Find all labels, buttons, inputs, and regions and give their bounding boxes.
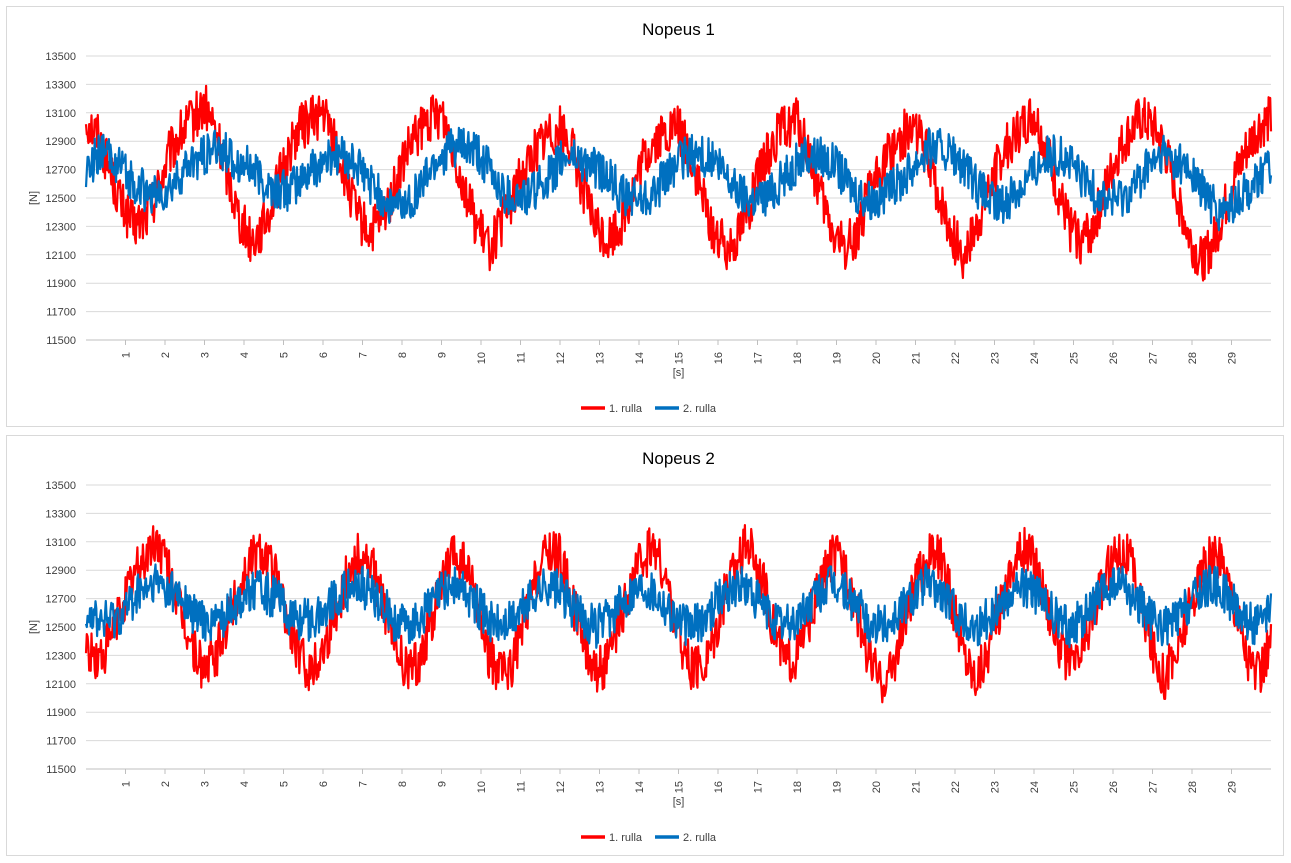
y-tick-label: 13500 — [45, 51, 76, 63]
chart-nopeus-2: Nopeus 211500117001190012100123001250012… — [28, 449, 1273, 844]
x-tick-label: 28 — [1187, 352, 1199, 364]
legend-label-2: 2. rulla — [683, 832, 717, 844]
y-tick-label: 11900 — [46, 278, 76, 290]
legend-label-2: 2. rulla — [683, 403, 717, 415]
x-tick-label: 16 — [713, 781, 725, 793]
x-tick-label: 29 — [1227, 781, 1239, 793]
x-tick-label: 27 — [1148, 352, 1160, 364]
y-tick-label: 12100 — [45, 679, 76, 691]
x-tick-label: 26 — [1108, 352, 1120, 364]
x-tick-label: 8 — [397, 781, 409, 787]
x-tick-label: 9 — [437, 352, 449, 358]
x-tick-label: 22 — [950, 781, 962, 793]
x-tick-label: 17 — [753, 352, 765, 364]
x-tick-label: 25 — [1069, 352, 1081, 364]
y-tick-label: 13100 — [45, 108, 76, 120]
y-tick-label: 12500 — [45, 193, 76, 205]
x-tick-label: 7 — [358, 781, 370, 787]
x-tick-label: 1 — [121, 781, 133, 787]
x-tick-label: 29 — [1227, 352, 1239, 364]
x-tick-label: 8 — [397, 352, 409, 358]
series-line-2 — [84, 563, 1273, 649]
x-tick-label: 20 — [871, 352, 883, 364]
y-tick-label: 12900 — [45, 136, 76, 148]
series-line-2 — [84, 126, 1273, 232]
x-tick-label: 3 — [200, 781, 212, 787]
x-tick-label: 21 — [911, 352, 923, 364]
y-tick-label: 13500 — [45, 480, 76, 492]
x-tick-label: 14 — [634, 781, 646, 793]
x-tick-label: 12 — [555, 352, 567, 364]
x-tick-label: 6 — [318, 352, 330, 358]
x-tick-label: 15 — [674, 352, 686, 364]
x-tick-label: 24 — [1029, 781, 1041, 793]
y-tick-label: 11900 — [46, 707, 76, 719]
y-tick-label: 13300 — [45, 508, 76, 520]
x-tick-label: 11 — [516, 781, 528, 792]
x-tick-label: 4 — [239, 352, 251, 358]
x-tick-label: 12 — [555, 781, 567, 793]
y-tick-label: 12100 — [45, 250, 76, 262]
series-line-1 — [84, 84, 1273, 282]
x-tick-label: 23 — [990, 781, 1002, 793]
x-tick-label: 15 — [674, 781, 686, 793]
y-tick-label: 12700 — [45, 165, 76, 177]
y-tick-label: 12500 — [45, 622, 76, 634]
y-axis-label: [N] — [28, 620, 40, 634]
x-tick-label: 24 — [1029, 352, 1041, 364]
x-tick-label: 27 — [1148, 781, 1160, 793]
y-tick-label: 11500 — [46, 335, 76, 347]
x-tick-label: 4 — [239, 781, 251, 787]
x-tick-label: 17 — [753, 781, 765, 793]
x-tick-label: 28 — [1187, 781, 1199, 793]
x-tick-label: 22 — [950, 352, 962, 364]
x-tick-label: 10 — [476, 781, 488, 793]
y-tick-label: 12700 — [45, 594, 76, 606]
x-tick-label: 3 — [200, 352, 212, 358]
chart-title: Nopeus 2 — [642, 449, 715, 468]
x-tick-label: 19 — [832, 352, 844, 364]
x-tick-label: 21 — [911, 781, 923, 793]
x-tick-label: 23 — [990, 352, 1002, 364]
x-tick-label: 5 — [279, 781, 291, 787]
x-tick-label: 2 — [160, 781, 172, 787]
chart-nopeus-1: Nopeus 111500117001190012100123001250012… — [28, 20, 1273, 415]
x-tick-label: 13 — [595, 781, 607, 793]
x-tick-label: 18 — [792, 352, 804, 364]
x-tick-label: 13 — [595, 352, 607, 364]
x-axis-label: [s] — [673, 367, 685, 379]
y-tick-label: 11700 — [46, 307, 76, 319]
x-tick-label: 18 — [792, 781, 804, 793]
y-tick-label: 12900 — [45, 565, 76, 577]
x-tick-label: 16 — [713, 352, 725, 364]
x-tick-label: 20 — [871, 781, 883, 793]
y-tick-label: 13100 — [45, 537, 76, 549]
x-tick-label: 11 — [516, 352, 528, 363]
x-tick-label: 10 — [476, 352, 488, 364]
x-tick-label: 7 — [358, 352, 370, 358]
y-tick-label: 12300 — [45, 650, 76, 662]
y-tick-label: 13300 — [45, 79, 76, 91]
chart-title: Nopeus 1 — [642, 20, 715, 39]
x-tick-label: 9 — [437, 781, 449, 787]
y-tick-label: 11700 — [46, 736, 76, 748]
y-tick-label: 11500 — [46, 764, 76, 776]
y-axis-label: [N] — [28, 191, 40, 205]
x-tick-label: 6 — [318, 781, 330, 787]
chart-panel-nopeus-2: Nopeus 2 11500 11700 11900 12100 12300 12500 12… — [6, 435, 1284, 856]
chart-panel-nopeus-1: Nopeus 1 11500 11700 11900 12100 12300 12500 12… — [6, 6, 1284, 427]
x-tick-label: 1 — [121, 352, 133, 358]
legend-label-1: 1. rulla — [609, 403, 643, 415]
x-tick-label: 14 — [634, 352, 646, 364]
x-tick-label: 26 — [1108, 781, 1120, 793]
y-tick-label: 12300 — [45, 221, 76, 233]
x-tick-label: 2 — [160, 352, 172, 358]
x-axis-label: [s] — [673, 796, 685, 808]
x-tick-label: 5 — [279, 352, 291, 358]
x-tick-label: 25 — [1069, 781, 1081, 793]
x-tick-label: 19 — [832, 781, 844, 793]
legend-label-1: 1. rulla — [609, 832, 643, 844]
